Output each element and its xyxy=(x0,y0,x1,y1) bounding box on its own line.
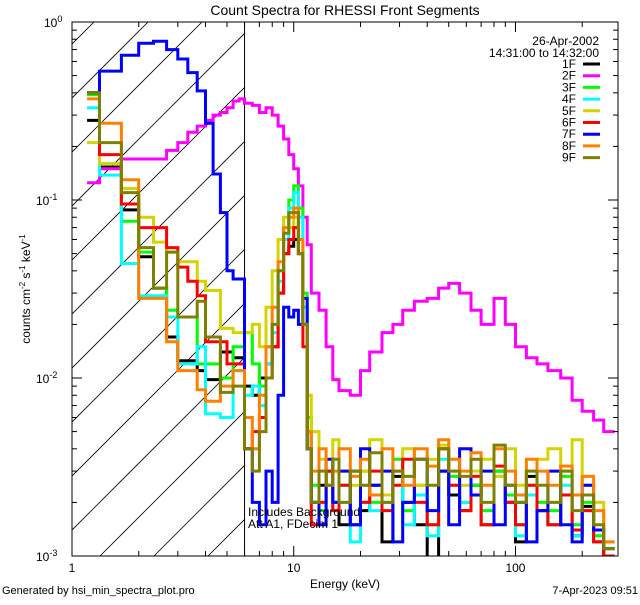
hatch-line xyxy=(72,141,244,315)
y-tick-label: 10-2 xyxy=(36,370,57,386)
annotation-background: Includes Background xyxy=(248,505,360,519)
hatch-line xyxy=(72,249,244,423)
hatch-line xyxy=(99,411,244,556)
annotation-attenuator: Att A1, FDecim 1 xyxy=(248,517,338,531)
hatch-line xyxy=(72,303,244,477)
y-tick-label: 100 xyxy=(44,14,62,30)
series-group xyxy=(87,39,615,556)
legend-label-2F: 2F xyxy=(562,69,576,83)
y-tick-label: 10-1 xyxy=(36,192,57,208)
date-label: 26-Apr-2002 xyxy=(532,34,599,48)
x-tick-label: 1 xyxy=(69,561,76,575)
generated-by-label: Generated by hsi_min_spectra_plot.pro xyxy=(2,585,195,597)
legend-label-8F: 8F xyxy=(562,139,576,153)
x-tick-label: 100 xyxy=(505,561,525,575)
legend-label-6F: 6F xyxy=(562,116,576,130)
timestamp-label: 7-Apr-2023 09:51 xyxy=(552,585,638,597)
legend-label-1F: 1F xyxy=(562,57,576,71)
hatch-line xyxy=(72,195,244,369)
x-axis-label: Energy (keV) xyxy=(310,577,380,591)
y-axis-label: counts cm-2 s-1 keV-1 xyxy=(18,234,33,344)
plot-frame xyxy=(71,21,619,557)
y-tick-label: 10-3 xyxy=(36,548,57,564)
series-9F-line xyxy=(87,91,615,551)
hatch-line xyxy=(72,87,244,261)
legend-label-5F: 5F xyxy=(562,104,576,118)
hatch-line xyxy=(72,357,244,531)
legend-label-4F: 4F xyxy=(562,92,576,106)
x-tick-label: 10 xyxy=(287,561,301,575)
axis-ticks xyxy=(71,21,618,557)
hatch-line xyxy=(72,33,244,207)
series-2F-line xyxy=(87,97,615,434)
hatch-line xyxy=(72,22,203,153)
chart-title: Count Spectra for RHESSI Front Segments xyxy=(210,2,479,18)
time-range-label: 14:31:00 to 14:32:00 xyxy=(489,46,599,60)
attenuator-hatched-region xyxy=(72,22,244,556)
legend-label-3F: 3F xyxy=(562,80,576,94)
legend-label-9F: 9F xyxy=(562,151,576,165)
legend-label-7F: 7F xyxy=(562,127,576,141)
hatch-line xyxy=(72,22,149,99)
